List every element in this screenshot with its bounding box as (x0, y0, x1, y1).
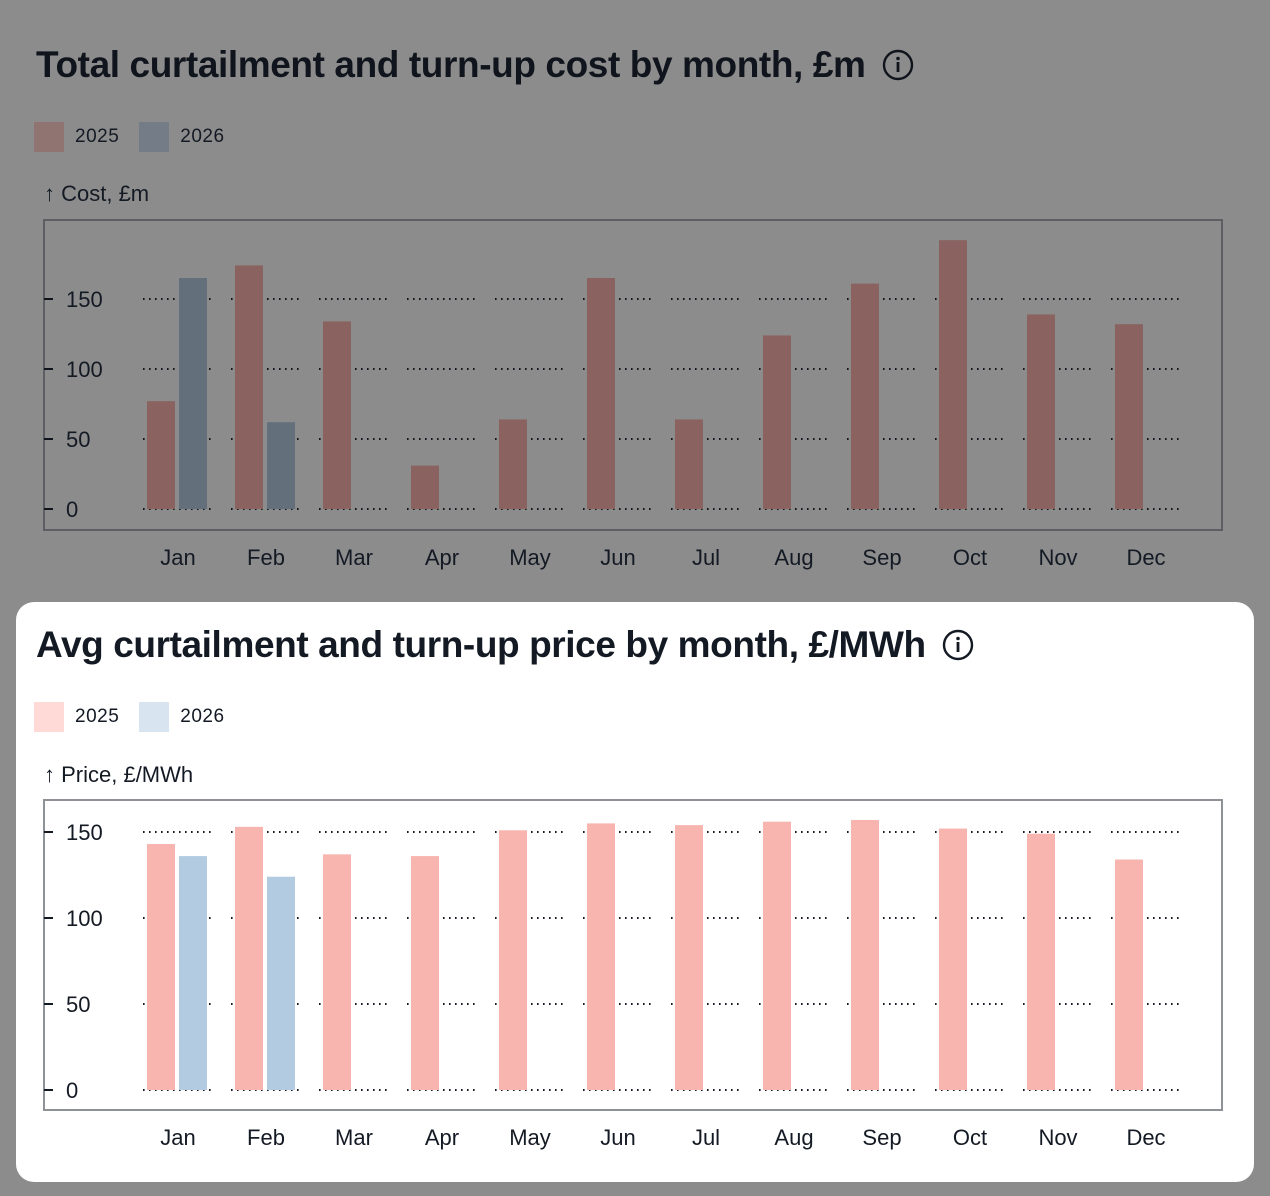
x-tick-label: Jun (600, 545, 635, 570)
price-chart-title: Avg curtailment and turn-up price by mon… (36, 624, 974, 666)
legend-swatch-2025 (34, 702, 64, 732)
legend-label-2026: 2026 (180, 706, 225, 727)
legend-swatch-2026 (139, 122, 170, 152)
cost-chart-card: Total curtailment and turn-up cost by mo… (16, 0, 1254, 590)
x-tick-label: Jul (692, 545, 720, 570)
x-tick-label: May (509, 545, 551, 570)
x-tick-label: Dec (1126, 1125, 1165, 1150)
legend-item-2025[interactable]: 2025 (34, 122, 119, 152)
y-tick-label: 0 (66, 497, 78, 522)
y-tick-label: 0 (66, 1078, 78, 1103)
legend-item-2025[interactable]: 2025 (34, 702, 119, 732)
y-tick-label: 50 (66, 992, 90, 1017)
cost-chart-title: Total curtailment and turn-up cost by mo… (36, 44, 914, 86)
bar-2025-dec[interactable] (1115, 859, 1143, 1090)
x-tick-label: Jan (160, 1125, 195, 1150)
bar-2025-may[interactable] (499, 830, 527, 1090)
bar-2025-sep[interactable] (851, 283, 879, 509)
bar-2025-may[interactable] (499, 419, 527, 509)
bar-2026-jan[interactable] (179, 278, 207, 509)
x-tick-label: Jun (600, 1125, 635, 1150)
bar-2025-jan[interactable] (147, 844, 175, 1090)
cost-chart-y-axis-label: ↑ Cost, £m (44, 181, 150, 206)
x-tick-label: Sep (862, 545, 901, 570)
bar-2025-jun[interactable] (587, 278, 615, 509)
bar-2025-mar[interactable] (323, 321, 351, 509)
x-tick-label: Aug (774, 545, 813, 570)
legend-label-2025: 2025 (75, 706, 120, 727)
bar-2025-apr[interactable] (411, 856, 439, 1090)
price-chart-title-text: Avg curtailment and turn-up price by mon… (36, 624, 926, 665)
cost-chart-title-text: Total curtailment and turn-up cost by mo… (36, 44, 866, 85)
bar-2025-oct[interactable] (939, 240, 967, 509)
price-chart-plot: 0 50 100 150 Jan Feb Mar Apr May Jun Jul Aug Sep Oct N… (43, 799, 1223, 1150)
bar-2026-feb[interactable] (267, 422, 295, 509)
x-tick-label: Nov (1038, 1125, 1077, 1150)
x-tick-label: Jan (160, 545, 195, 570)
plot-frame (43, 799, 1223, 1111)
x-tick-label: Oct (953, 545, 987, 570)
x-tick-label: Dec (1126, 545, 1165, 570)
bar-2025-aug[interactable] (763, 821, 791, 1090)
legend-item-2026[interactable]: 2026 (139, 122, 224, 152)
price-chart-legend: 2025 2026 (34, 702, 245, 732)
cost-chart-plot: 0 50 100 150 Jan Feb Mar Apr May Jun Jul Aug Sep Oct N… (43, 219, 1223, 570)
bar-2025-jul[interactable] (675, 825, 703, 1090)
info-icon[interactable] (882, 49, 914, 81)
price-chart-card: Avg curtailment and turn-up price by mon… (16, 602, 1254, 1182)
y-tick-label: 100 (66, 357, 103, 382)
legend-item-2026[interactable]: 2026 (139, 702, 224, 732)
x-tick-label: Apr (425, 545, 459, 570)
x-tick-label: Jul (692, 1125, 720, 1150)
x-tick-label: Mar (335, 1125, 373, 1150)
bar-2025-oct[interactable] (939, 828, 967, 1090)
x-tick-label: Nov (1038, 545, 1077, 570)
bar-2025-apr[interactable] (411, 465, 439, 509)
bar-2025-nov[interactable] (1027, 314, 1055, 509)
x-tick-label: Feb (247, 545, 285, 570)
cost-chart-legend: 2025 2026 (34, 122, 245, 152)
x-tick-label: Feb (247, 1125, 285, 1150)
x-tick-label: Sep (862, 1125, 901, 1150)
price-chart-y-axis-label: ↑ Price, £/MWh (44, 762, 194, 787)
bar-2025-sep[interactable] (851, 819, 879, 1090)
y-tick-label: 100 (66, 906, 103, 931)
bar-2026-jan[interactable] (179, 856, 207, 1090)
legend-label-2026: 2026 (180, 126, 225, 147)
bar-2025-jun[interactable] (587, 823, 615, 1090)
info-icon[interactable] (942, 629, 974, 661)
bar-2026-feb[interactable] (267, 876, 295, 1090)
y-tick-label: 150 (66, 287, 103, 312)
legend-swatch-2025 (34, 122, 64, 152)
bar-2025-mar[interactable] (323, 854, 351, 1090)
legend-label-2025: 2025 (75, 126, 120, 147)
x-tick-label: Apr (425, 1125, 459, 1150)
bar-2025-feb[interactable] (235, 826, 263, 1090)
x-tick-label: Oct (953, 1125, 987, 1150)
bar-2025-dec[interactable] (1115, 324, 1143, 509)
plot-frame (43, 219, 1223, 531)
bar-2025-jul[interactable] (675, 419, 703, 509)
bar-2025-feb[interactable] (235, 265, 263, 509)
y-tick-label: 150 (66, 820, 103, 845)
bar-2025-aug[interactable] (763, 335, 791, 509)
x-tick-label: Mar (335, 545, 373, 570)
legend-swatch-2026 (139, 702, 170, 732)
x-tick-label: Aug (774, 1125, 813, 1150)
x-tick-label: May (509, 1125, 551, 1150)
y-tick-label: 50 (66, 427, 90, 452)
bar-2025-nov[interactable] (1027, 833, 1055, 1090)
bar-2025-jan[interactable] (147, 401, 175, 509)
